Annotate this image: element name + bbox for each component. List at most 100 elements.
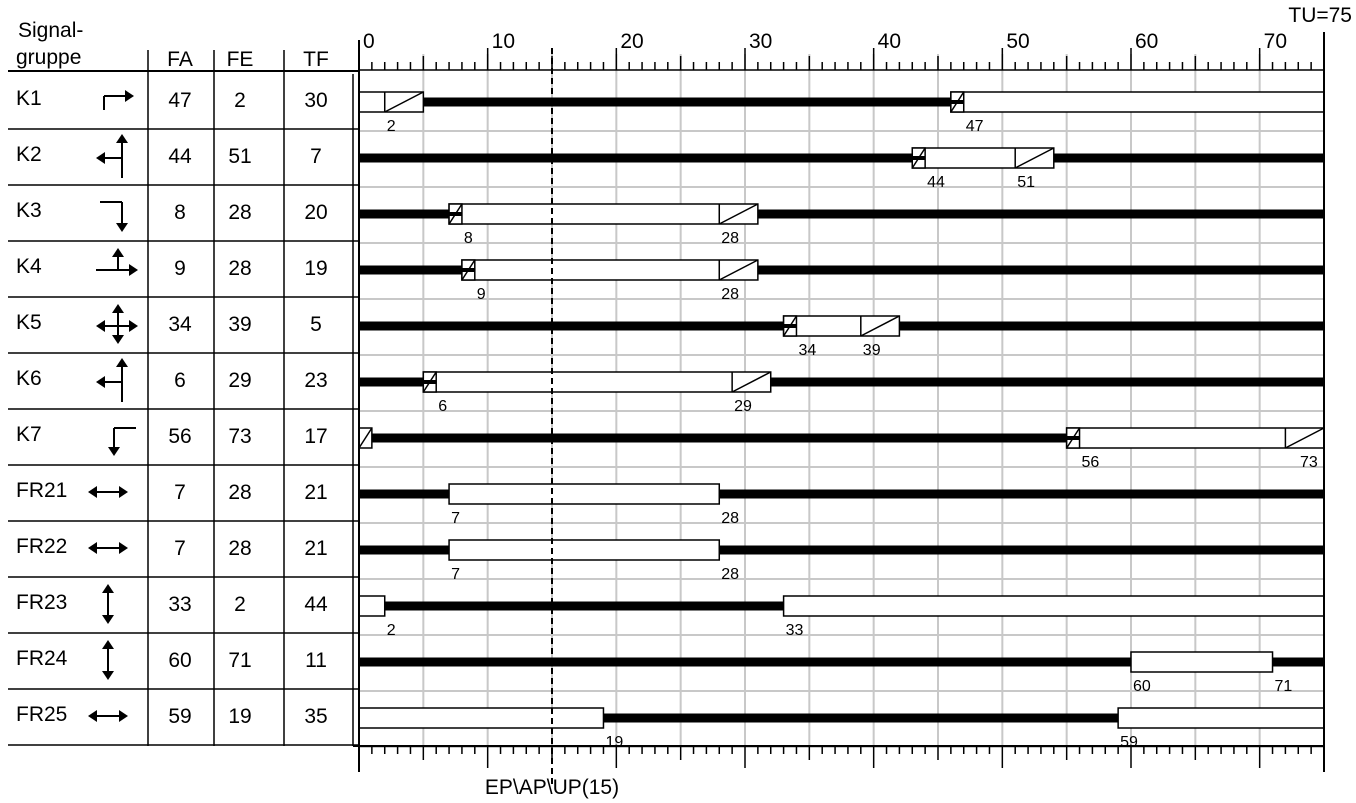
straight-right-arrow-icon bbox=[96, 248, 138, 276]
amber-marker bbox=[1014, 147, 1055, 169]
top-tick-label: 30 bbox=[749, 30, 772, 53]
green-phase-bar bbox=[1117, 707, 1325, 729]
tf-value: 44 bbox=[304, 593, 328, 616]
time-label: 19 bbox=[605, 734, 623, 751]
fa-value: 56 bbox=[168, 425, 191, 448]
green-phase-bar bbox=[448, 203, 759, 225]
time-label: 7 bbox=[451, 510, 460, 527]
time-label: 28 bbox=[721, 566, 739, 583]
fa-value: 7 bbox=[174, 481, 186, 504]
red-amber-marker bbox=[422, 371, 437, 393]
signal-group-name: FR24 bbox=[16, 647, 68, 670]
fe-value: 39 bbox=[228, 313, 251, 336]
green-phase-bar bbox=[461, 259, 759, 281]
time-label: 47 bbox=[966, 118, 984, 135]
top-tick-label: 20 bbox=[620, 30, 643, 53]
straight-left-arrow-icon bbox=[96, 134, 128, 178]
time-label: 28 bbox=[721, 230, 739, 247]
fe-value: 51 bbox=[228, 145, 251, 168]
green-phase-bar bbox=[1130, 651, 1274, 673]
fe-value: 2 bbox=[234, 593, 246, 616]
tf-value: 23 bbox=[304, 369, 327, 392]
time-label: 33 bbox=[786, 622, 804, 639]
green-phase-bar bbox=[448, 539, 721, 561]
fe-value: 71 bbox=[228, 649, 251, 672]
signal-group-name: FR21 bbox=[16, 479, 67, 502]
fa-value: 47 bbox=[168, 89, 191, 112]
fe-value: 19 bbox=[228, 705, 251, 728]
fa-value: 59 bbox=[168, 705, 191, 728]
fe-value: 28 bbox=[228, 257, 251, 280]
tf-value: 21 bbox=[304, 537, 327, 560]
green-phase-bar bbox=[782, 315, 901, 337]
top-tick-label: 0 bbox=[363, 30, 375, 53]
time-label: 34 bbox=[798, 342, 816, 359]
table-layer: K1 47 2 30 K2 44 51 7 K3 8 28 20 K4 9 28 19 K5 34 39 5 K6 6 29… bbox=[8, 50, 359, 746]
left-down-arrow-icon bbox=[108, 427, 136, 456]
fa-value: 7 bbox=[174, 537, 186, 560]
time-label: 44 bbox=[927, 174, 945, 191]
fe-value: 28 bbox=[228, 537, 251, 560]
signal-group-name: FR23 bbox=[16, 591, 67, 614]
time-label: 8 bbox=[464, 230, 473, 247]
time-label: 60 bbox=[1133, 678, 1151, 695]
fe-value: 28 bbox=[228, 481, 251, 504]
red-amber-marker bbox=[448, 203, 463, 225]
amber-marker bbox=[718, 203, 759, 225]
header-fa: FA bbox=[167, 48, 193, 71]
right-turn-arrow-icon bbox=[103, 90, 134, 110]
amber-marker bbox=[384, 91, 424, 113]
fa-value: 9 bbox=[174, 257, 186, 280]
signal-group-name: K4 bbox=[16, 255, 42, 278]
signal-row: K3 8 28 20 bbox=[16, 199, 328, 232]
time-label: 2 bbox=[387, 118, 396, 135]
vertical-double-arrow-icon bbox=[102, 640, 114, 680]
green-phase-bar bbox=[358, 595, 386, 617]
signal-row: K6 6 29 23 bbox=[16, 358, 328, 402]
time-label: 29 bbox=[734, 398, 752, 415]
horizontal-double-arrow-icon bbox=[88, 542, 128, 554]
red-amber-marker bbox=[950, 91, 965, 113]
top-tick-label: 10 bbox=[492, 30, 515, 53]
fe-value: 29 bbox=[228, 369, 251, 392]
signal-row: K2 44 51 7 bbox=[16, 134, 322, 178]
signal-row: FR23 33 2 44 bbox=[16, 584, 328, 624]
tf-value: 17 bbox=[304, 425, 327, 448]
signal-group-name: K7 bbox=[16, 423, 42, 446]
time-label: 2 bbox=[387, 622, 396, 639]
fa-value: 44 bbox=[168, 145, 192, 168]
time-label: 56 bbox=[1082, 454, 1100, 471]
fa-value: 34 bbox=[168, 313, 192, 336]
signal-group-name: FR25 bbox=[16, 703, 67, 726]
amber-marker bbox=[731, 371, 772, 393]
time-label: 6 bbox=[438, 398, 447, 415]
signal-row: FR24 60 71 11 bbox=[16, 640, 327, 680]
tf-value: 30 bbox=[304, 89, 327, 112]
time-label: 28 bbox=[721, 286, 739, 303]
signal-row: K7 56 73 17 bbox=[16, 423, 328, 456]
top-tick-label: 40 bbox=[878, 30, 901, 53]
reference-line-label: EP\AP\UP(15) bbox=[485, 776, 619, 799]
fa-value: 33 bbox=[168, 593, 191, 616]
red-amber-marker bbox=[1066, 427, 1081, 449]
time-label: 9 bbox=[477, 286, 486, 303]
fa-value: 6 bbox=[174, 369, 186, 392]
tf-value: 7 bbox=[310, 145, 322, 168]
header-signal-group-line2: gruppe bbox=[16, 46, 81, 69]
fe-value: 28 bbox=[228, 201, 251, 224]
signal-group-name: K2 bbox=[16, 143, 42, 166]
signal-group-name: K1 bbox=[16, 87, 42, 110]
horizontal-double-arrow-icon bbox=[88, 486, 128, 498]
horizontal-double-arrow-icon bbox=[88, 710, 128, 722]
amber-marker bbox=[358, 427, 373, 449]
fe-value: 73 bbox=[228, 425, 251, 448]
all-directions-arrow-icon bbox=[96, 304, 138, 344]
green-phase-bar bbox=[448, 483, 721, 505]
grid-layer bbox=[359, 54, 1324, 748]
tf-value: 35 bbox=[304, 705, 327, 728]
fa-value: 60 bbox=[168, 649, 191, 672]
signal-group-name: FR22 bbox=[16, 535, 67, 558]
signal-row: FR22 7 28 21 bbox=[16, 535, 328, 560]
signal-row: K5 34 39 5 bbox=[16, 304, 322, 344]
